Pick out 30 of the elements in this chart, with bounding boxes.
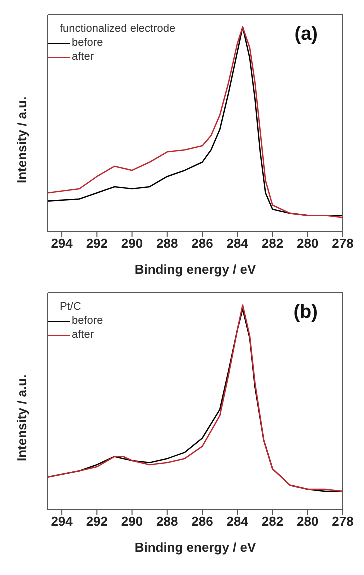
y-axis-title: Intensity / a.u. <box>14 96 30 184</box>
x-tick-label: 290 <box>121 514 144 530</box>
x-tick-label: 284 <box>226 236 250 252</box>
x-tick-label: 294 <box>51 236 74 252</box>
x-tick-label: 294 <box>51 514 74 530</box>
legend-label: after <box>72 328 94 342</box>
x-tick-label: 278 <box>332 514 354 530</box>
annotation: (a) <box>294 24 318 46</box>
x-tick-label: 284 <box>226 514 250 530</box>
x-tick-label: 278 <box>332 236 354 252</box>
x-tick-label: 286 <box>192 236 214 252</box>
y-axis-title: Intensity / a.u. <box>14 374 30 462</box>
annotation: (b) <box>294 302 318 324</box>
legend-title: functionalized electrode <box>60 22 176 36</box>
x-axis-title: Binding energy / eV <box>134 262 257 277</box>
x-tick-label: 282 <box>262 236 284 252</box>
x-tick-label: 292 <box>86 514 108 530</box>
x-tick-label: 282 <box>262 514 284 530</box>
x-tick-label: 288 <box>156 514 178 530</box>
legend-label: after <box>72 50 94 64</box>
x-tick-label: 290 <box>121 236 144 252</box>
x-tick-label: 280 <box>297 514 319 530</box>
x-tick-label: 286 <box>192 514 214 530</box>
x-tick-label: 292 <box>86 236 108 252</box>
x-axis-title: Binding energy / eV <box>134 540 257 555</box>
legend-title: Pt/C <box>60 300 82 314</box>
legend-label: before <box>72 36 104 50</box>
x-tick-label: 280 <box>297 236 319 252</box>
x-tick-label: 288 <box>156 236 178 252</box>
legend-label: before <box>72 314 104 328</box>
